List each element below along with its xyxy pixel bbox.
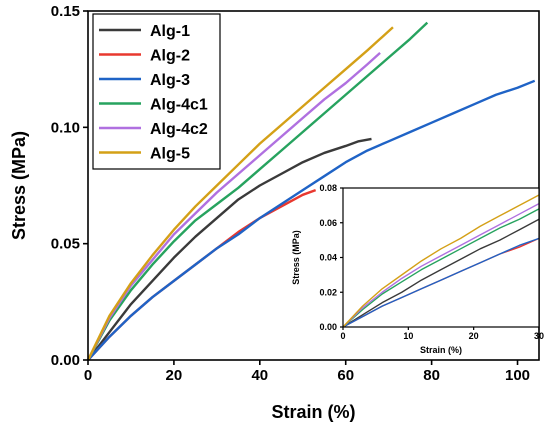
inset-y-tick-label: 0.02 [319, 287, 337, 297]
main-y-tick-label: 0.10 [51, 119, 80, 136]
main-x-tick-label: 100 [505, 367, 530, 384]
main-y-tick-label: 0.05 [51, 236, 80, 253]
main-x-tick-label: 40 [251, 367, 268, 384]
legend-label-alg-2: Alg-2 [150, 48, 190, 65]
legend-label-alg-4c2: Alg-4c2 [150, 121, 208, 138]
inset-x-axis-title: Strain (%) [420, 345, 462, 355]
inset-series-line-alg-1 [342, 218, 540, 328]
main-x-tick-label: 0 [84, 367, 92, 384]
inset-series-line-alg-4c2 [342, 203, 540, 328]
inset-y-tick-label: 0.06 [319, 218, 337, 228]
inset-y-tick-label: 0.04 [319, 253, 337, 263]
main-series-line-alg-4c1 [86, 21, 429, 361]
main-series-line-alg-1 [87, 137, 372, 361]
legend: Alg-1 Alg-2 Alg-3 Alg-4c1 Alg-4c2 Alg-5 [92, 13, 221, 170]
main-y-axis-title: Stress (MPa) [9, 131, 29, 240]
legend-box [92, 13, 221, 170]
inset-y-tick-label: 0.08 [319, 183, 337, 193]
main-y-tick-label: 0.00 [51, 352, 80, 369]
main-plot-frame [87, 10, 540, 361]
inset-y-tick-label: 0.00 [319, 322, 337, 332]
inset-x-tick-label: 30 [534, 331, 544, 341]
inset-series-line-alg-4c1 [342, 208, 540, 328]
legend-label-alg-3: Alg-3 [150, 72, 190, 89]
main-series-line-alg-4c2 [86, 51, 381, 361]
inset-x-tick-label: 10 [403, 331, 413, 341]
main-x-tick-label: 60 [337, 367, 354, 384]
legend-label-alg-1: Alg-1 [150, 23, 190, 40]
main-series-line-alg-5 [86, 26, 394, 361]
main-series-line-alg-3 [87, 79, 536, 361]
main-y-tick-label: 0.15 [51, 3, 80, 20]
main-x-tick-label: 80 [423, 367, 440, 384]
main-x-axis-title: Strain (%) [271, 402, 355, 422]
inset-series-line-alg-5 [342, 194, 540, 328]
legend-label-alg-5: Alg-5 [150, 146, 190, 163]
inset-plot-area [343, 188, 539, 327]
inset-x-tick-label: 20 [469, 331, 479, 341]
main-x-tick-label: 20 [166, 367, 183, 384]
inset-x-tick-label: 0 [340, 331, 345, 341]
legend-label-alg-4c1: Alg-4c1 [150, 97, 208, 114]
inset-y-axis-title: Stress (MPa) [291, 230, 301, 285]
inset-series-line-alg-3 [342, 237, 540, 328]
inset-plot: 0 10 20 30 0.00 0.02 0.04 0.06 0.08 Strain (%) Str… [291, 183, 544, 355]
